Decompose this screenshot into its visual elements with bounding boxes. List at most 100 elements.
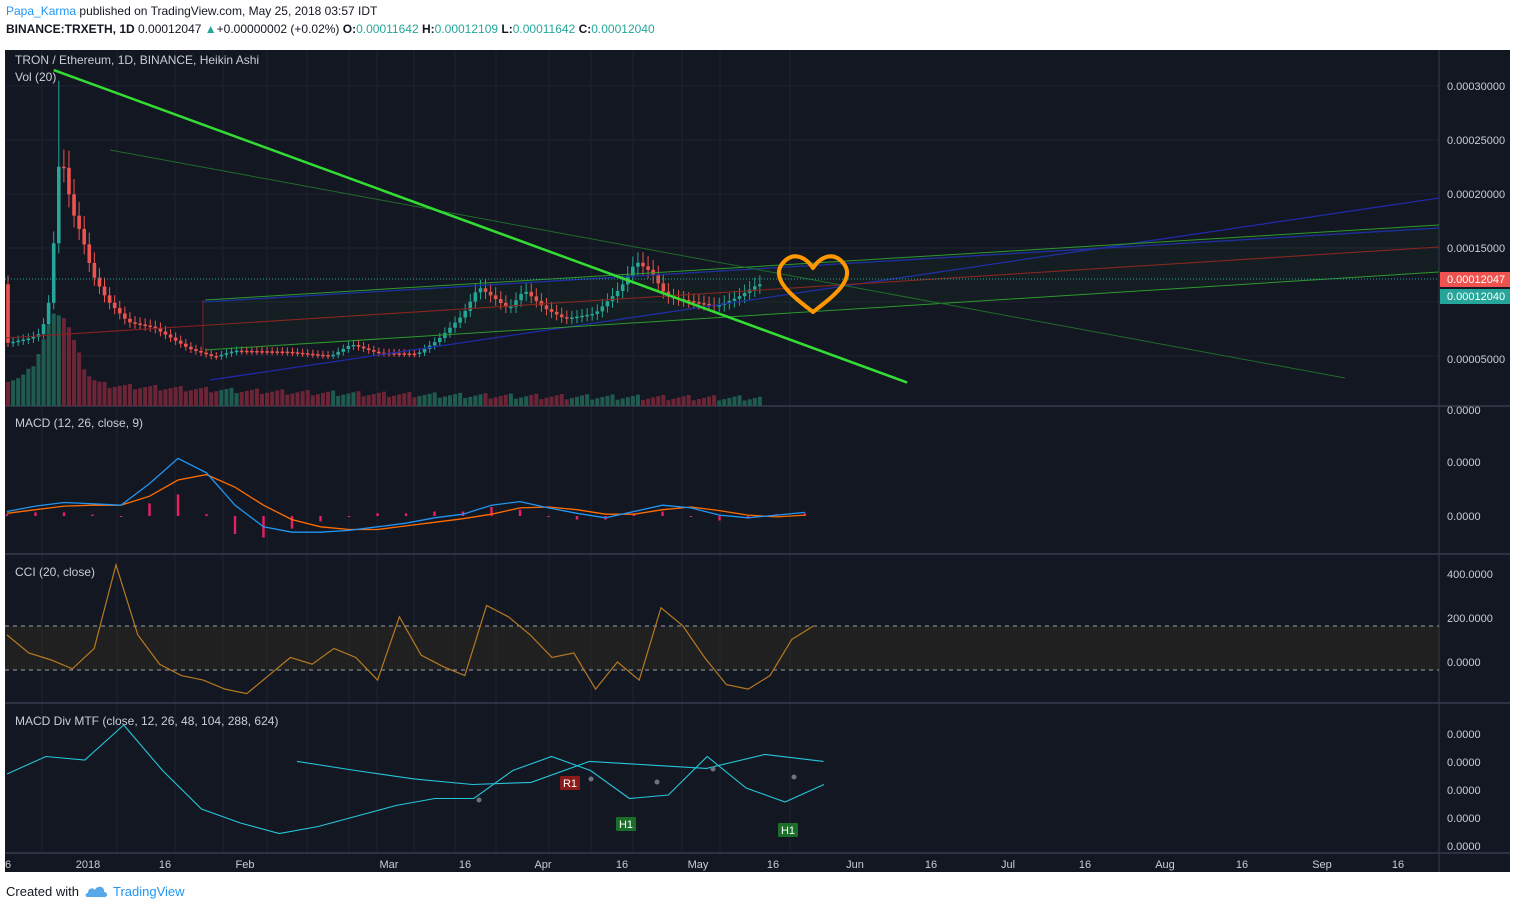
time-tick-label: 16 — [1079, 859, 1091, 871]
volume-bar — [539, 399, 544, 406]
candle-body — [580, 315, 584, 318]
candle-body — [311, 353, 315, 356]
candle-body — [214, 356, 219, 358]
candle-body — [570, 317, 574, 320]
candle-body — [255, 351, 259, 353]
volume-bar — [178, 386, 183, 406]
volume-bar — [87, 376, 92, 406]
volume-bar — [326, 391, 331, 406]
divergence-dot — [710, 766, 716, 772]
volume-bar — [127, 383, 132, 406]
volume-bar — [381, 391, 386, 406]
candle-body — [417, 352, 422, 354]
volume-bar — [493, 397, 498, 406]
candle-body — [97, 277, 102, 287]
candle-body — [402, 353, 407, 355]
candle-body — [453, 322, 457, 328]
macd-histogram-bar — [176, 494, 180, 516]
price-axis: 0.00030000 0.00025000 0.00020000 0.00015000… — [1440, 81, 1510, 417]
candle-body — [128, 318, 132, 323]
candle-body — [605, 301, 610, 307]
tradingview-logo-icon — [85, 884, 109, 901]
candle-body — [458, 317, 462, 323]
candle-body — [509, 306, 513, 309]
volume-bar — [173, 387, 178, 406]
volume-bar — [336, 395, 341, 406]
tradingview-brand-link[interactable]: TradingView — [112, 884, 185, 899]
ohlc-legend: BINANCE:TRXETH, 1D 0.00012047 ▲+0.000000… — [6, 22, 655, 36]
volume-bar — [285, 394, 290, 406]
candle-body — [392, 353, 396, 355]
close-label: C: — [578, 22, 592, 36]
volume-bar — [635, 394, 640, 406]
volume-bar — [51, 313, 56, 406]
candle-body — [585, 314, 589, 317]
candle-body — [11, 341, 15, 344]
candle-body — [21, 339, 26, 342]
mtf-tick-label: 0.0000 — [1447, 785, 1481, 797]
mtf-fast-line — [6, 724, 825, 835]
volume-bar — [41, 339, 46, 406]
volume-bar — [432, 392, 437, 406]
low-value: 0.00011642 — [512, 22, 576, 36]
macd-histogram-bar — [575, 516, 579, 520]
volume-bar — [6, 381, 10, 406]
volume-bar — [351, 392, 356, 406]
candle-body — [346, 346, 351, 349]
volume-bar — [193, 389, 198, 406]
candle-body — [178, 340, 183, 344]
volume-bar — [117, 385, 122, 406]
candle-body — [468, 301, 473, 311]
candle-body — [686, 300, 691, 302]
volume-bar — [630, 395, 635, 406]
volume-bar — [290, 393, 295, 406]
chart-canvas[interactable]: TRON / Ethereum, 1D, BINANCE, Heikin Ash… — [5, 50, 1510, 872]
volume-bar — [239, 392, 244, 406]
candle-body — [361, 346, 366, 349]
macd-histogram-bar — [233, 516, 237, 534]
channel-line — [5, 246, 1440, 339]
candle-body — [57, 166, 61, 244]
candle-body — [112, 302, 117, 309]
macd-histogram-bar — [518, 509, 522, 516]
open-label: O: — [342, 22, 357, 36]
channel-line — [202, 227, 1440, 303]
volume-bar — [77, 352, 82, 406]
volume-bar — [371, 393, 376, 406]
candle-body — [67, 167, 71, 195]
volume-bar — [600, 397, 605, 406]
candle-body — [356, 344, 361, 347]
volume-bar — [641, 399, 645, 406]
author-link[interactable]: Papa_Karma — [6, 4, 77, 18]
price-tick-label: 0.00030000 — [1447, 81, 1505, 93]
candle-body — [219, 354, 224, 357]
volume-bar — [564, 399, 569, 406]
candle-body — [234, 350, 239, 353]
volume-bar — [717, 400, 722, 406]
volume-bar — [529, 395, 534, 406]
candle-body — [692, 301, 696, 303]
volume-bar — [143, 387, 148, 406]
volume-bar — [397, 394, 402, 406]
mtf-pane-title: MACD Div MTF (close, 12, 26, 48, 104, 28… — [15, 714, 278, 728]
volume-bar — [66, 327, 71, 406]
volume-bar — [534, 393, 539, 406]
channel-line — [204, 271, 1440, 351]
volume-bar — [107, 387, 112, 406]
volume-bar — [214, 391, 219, 406]
volume-bar — [737, 395, 742, 406]
macd-histogram-bar — [718, 516, 721, 521]
candle-body — [173, 337, 178, 341]
volume-bar — [183, 391, 188, 406]
candle-body — [539, 300, 544, 306]
volume-bar — [605, 395, 610, 406]
candle-body — [26, 338, 31, 341]
candle-body — [534, 296, 539, 301]
candle-body — [265, 351, 269, 353]
volume-bar — [46, 324, 51, 406]
channel-lines — [5, 149, 1440, 381]
volume-bar — [620, 398, 625, 406]
candle-body — [92, 262, 97, 278]
candle-body — [62, 166, 66, 169]
mtf-tick-label: 0.0000 — [1447, 813, 1481, 825]
